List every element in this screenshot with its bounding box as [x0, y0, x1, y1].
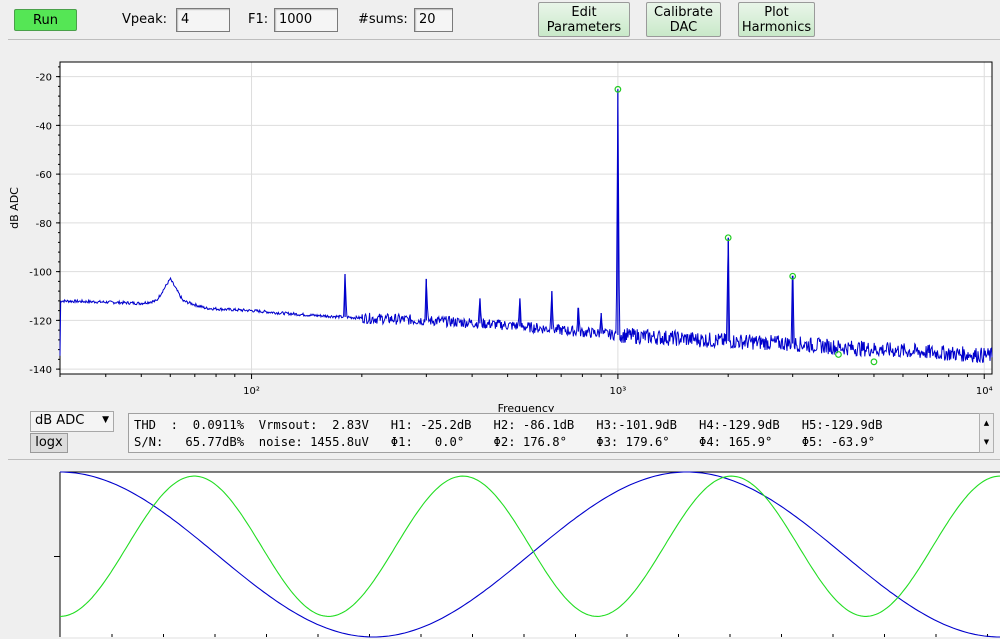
- results-row-thd: THD : 0.0911% Vrmsout: 2.83V H1: -25.2dB…: [134, 418, 883, 432]
- waveform-blue-trace: [60, 471, 1000, 638]
- toolbar-separator: [8, 39, 1000, 40]
- waveform-plot[interactable]: [8, 461, 1000, 639]
- harmonic-marker: [870, 358, 878, 366]
- x-tick-label: 10²: [243, 386, 260, 397]
- sums-label: #sums:: [358, 12, 408, 27]
- results-row-sn: S/N: 65.77dB% noise: 1455.8uV Φ1: 0.0° Φ…: [134, 435, 876, 449]
- scroll-down-icon[interactable]: ▼: [983, 438, 990, 446]
- y-tick-label: -40: [36, 121, 52, 132]
- y-tick-label: -100: [29, 268, 52, 279]
- results-scrollbar[interactable]: ▲ ▼: [979, 413, 994, 453]
- logx-button[interactable]: logx: [30, 433, 68, 453]
- plot-harmonics-button[interactable]: Plot Harmonics: [738, 2, 815, 37]
- edit-parameters-button[interactable]: Edit Parameters: [538, 2, 630, 37]
- plot-separator: [8, 459, 1000, 460]
- vpeak-label: Vpeak:: [122, 12, 168, 27]
- calibrate-dac-button[interactable]: Calibrate DAC: [646, 2, 721, 37]
- y-tick-label: -60: [36, 170, 52, 181]
- x-tick-label: 10³: [610, 386, 627, 397]
- harmonic-marker: [835, 351, 842, 358]
- scale-select-value: dB ADC: [35, 413, 85, 428]
- harmonic-marker: [614, 85, 622, 93]
- results-panel: THD : 0.0911% Vrmsout: 2.83V H1: -25.2dB…: [128, 413, 980, 453]
- run-button[interactable]: Run: [14, 9, 77, 31]
- y-tick-label: -80: [36, 219, 52, 230]
- spectrum-frame: [59, 61, 993, 375]
- f1-input[interactable]: 1000: [274, 8, 338, 32]
- harmonic-marker: [724, 234, 732, 242]
- y-axis-label: dB ADC: [8, 187, 21, 229]
- f1-label: F1:: [248, 12, 269, 27]
- x-tick-label: 10⁴: [976, 386, 993, 397]
- x-axis-label: Frequency: [498, 402, 555, 412]
- scroll-up-icon[interactable]: ▲: [983, 419, 990, 427]
- spectrum-trace: [59, 89, 993, 364]
- harmonic-marker: [789, 272, 797, 280]
- y-tick-label: -120: [29, 316, 52, 327]
- y-tick-label: -20: [36, 73, 52, 84]
- scale-select[interactable]: dB ADC ▼: [30, 411, 114, 432]
- chevron-down-icon: ▼: [102, 415, 109, 425]
- sums-input[interactable]: 20: [414, 8, 453, 32]
- waveform-green-trace: [59, 475, 1000, 617]
- spectrum-plot-area: [60, 62, 992, 374]
- spectrum-plot[interactable]: -20 -40 -60 -80 -100 -120 -140 10² 10³ 10⁴ dB ADC F…: [8, 40, 1000, 412]
- vpeak-input[interactable]: 4: [176, 8, 230, 32]
- y-tick-label: -140: [29, 365, 52, 376]
